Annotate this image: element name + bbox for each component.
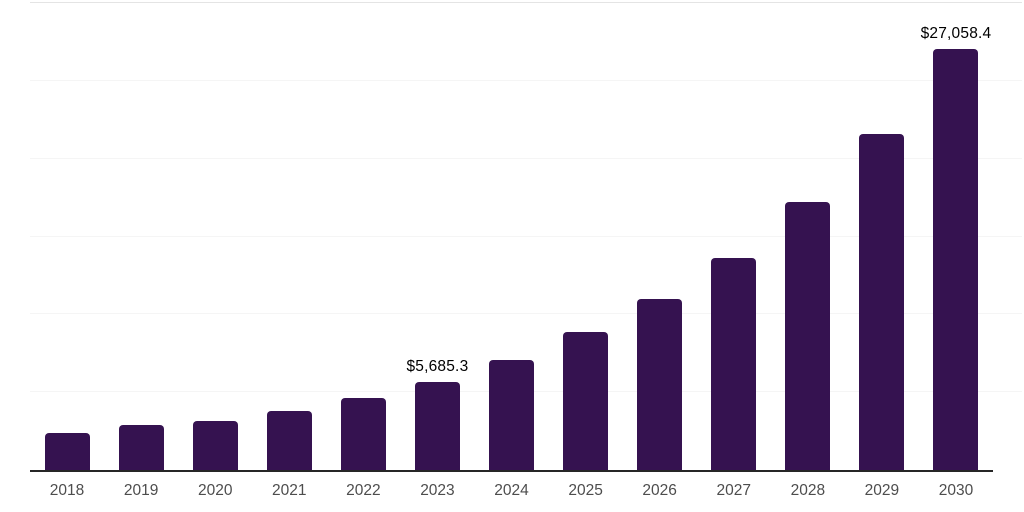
bar-2025 [563, 332, 609, 470]
bar-value-label-2030: $27,058.4 [920, 24, 992, 42]
band-2023: $5,685.3 [400, 358, 474, 470]
x-tick-2022: 2022 [346, 482, 381, 499]
x-tick-2027: 2027 [716, 482, 751, 499]
bar-2019 [118, 425, 164, 470]
band-2024 [474, 359, 548, 470]
x-tick-2024: 2024 [494, 482, 529, 499]
x-tick-2019: 2019 [123, 482, 159, 499]
x-tick-2026: 2026 [642, 482, 677, 499]
band-2027 [697, 257, 771, 470]
gridline-20000 [30, 157, 1022, 159]
bars-container: $5,685.3 $27,058.4 [30, 3, 993, 470]
bar-2024 [489, 359, 534, 470]
x-tick-2030: 2030 [938, 482, 974, 499]
band-2025 [549, 332, 623, 470]
x-tick-2029: 2029 [864, 482, 900, 499]
x-tick-2025: 2025 [568, 482, 603, 499]
x-axis-line [30, 470, 993, 472]
bar-2029 [859, 134, 905, 470]
x-tick-2021: 2021 [272, 482, 307, 499]
bar-2026 [637, 298, 683, 470]
x-tick-2018: 2018 [49, 482, 85, 499]
bar-value-label-2023: $5,685.3 [406, 357, 469, 375]
plot-area: $5,685.3 $27,058.4 [30, 2, 1022, 472]
bar-2023: $5,685.3 [406, 358, 468, 470]
band-2021 [252, 411, 326, 470]
bar-2018 [44, 432, 90, 470]
band-2029 [845, 134, 919, 470]
band-2022 [326, 398, 400, 470]
bar-2028 [785, 202, 831, 470]
bar-2022 [340, 398, 386, 470]
bar-2027 [711, 257, 757, 470]
band-2030: $27,058.4 [919, 25, 993, 470]
bar-2030: $27,058.4 [921, 25, 991, 470]
gridline-25000 [30, 79, 1022, 81]
band-2028 [771, 202, 845, 470]
band-2019 [104, 425, 178, 470]
band-2020 [178, 420, 252, 470]
band-2026 [623, 298, 697, 470]
x-tick-2020: 2020 [197, 482, 233, 499]
gridline-10000 [30, 313, 1022, 315]
x-tick-2028: 2028 [790, 482, 826, 499]
bar-2020 [192, 420, 238, 470]
band-2018 [30, 432, 104, 470]
bar-2021 [266, 411, 312, 470]
x-tick-2023: 2023 [420, 482, 455, 499]
x-axis-tick-labels: 2018 2019 2020 2021 2022 2023 2024 2025 2026 2027… [30, 481, 993, 500]
top-gridline [30, 2, 1022, 3]
gridline-15000 [30, 235, 1022, 237]
